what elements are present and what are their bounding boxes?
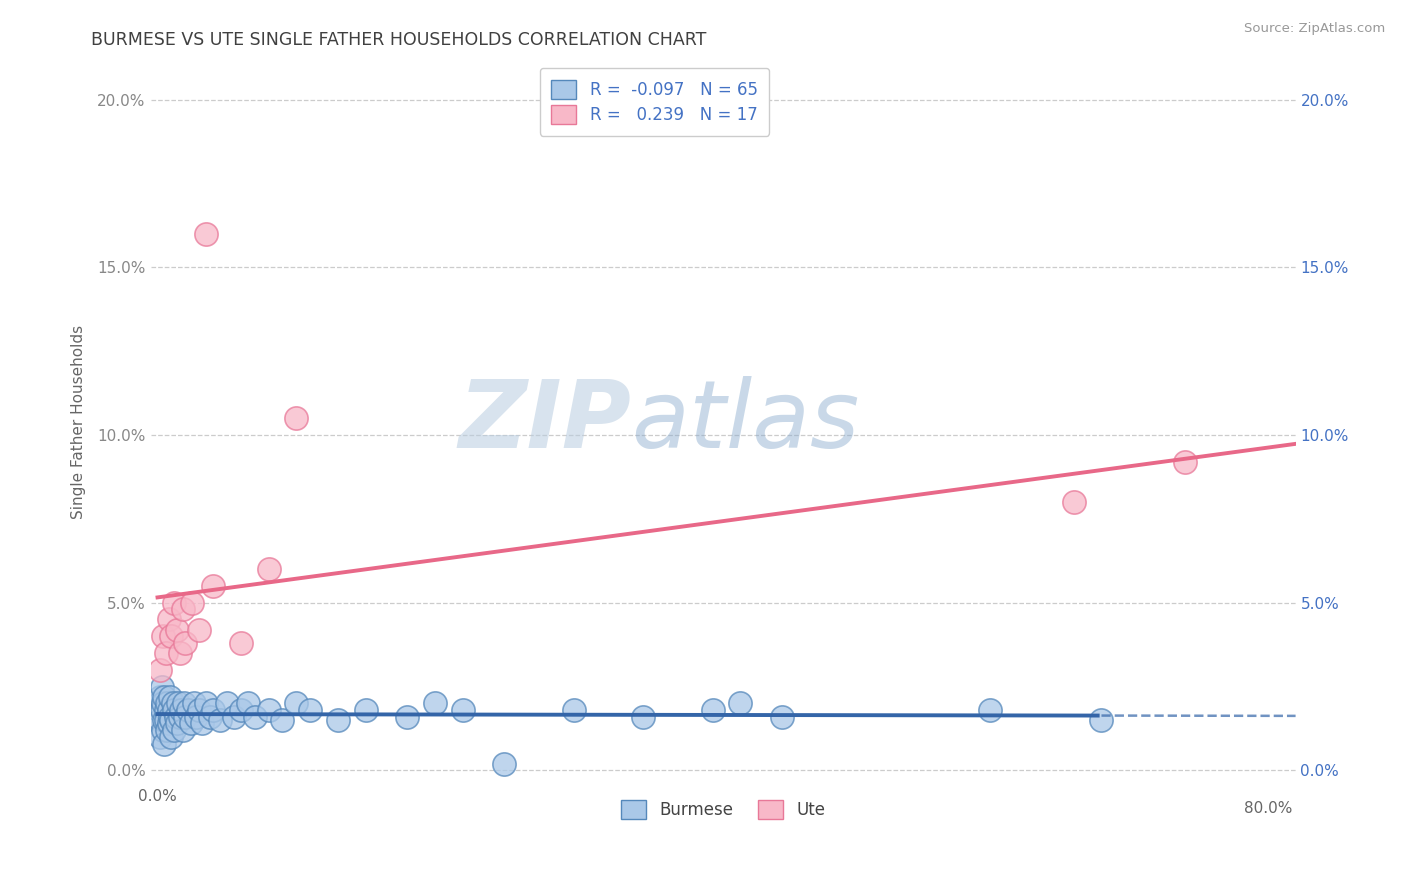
Point (195, 227, 218, 241)
Point (229, 636, 252, 650)
Point (299, 703, 322, 717)
Point (152, 629, 174, 643)
Point (770, 709, 793, 723)
Point (149, 663, 172, 677)
Point (149, 713, 172, 727)
Point (186, 709, 208, 723)
Point (1063, 495, 1085, 509)
Point (1173, 455, 1195, 469)
Point (208, 713, 231, 727)
Point (191, 716, 214, 731)
Point (181, 596, 204, 610)
Point (157, 716, 180, 731)
Point (730, 696, 752, 710)
Text: ZIP: ZIP (458, 376, 631, 467)
Point (257, 703, 280, 717)
Y-axis label: Single Father Households: Single Father Households (72, 325, 86, 519)
Point (155, 713, 177, 727)
Point (167, 696, 190, 710)
Text: atlas: atlas (631, 376, 859, 467)
Point (229, 703, 252, 717)
Point (271, 713, 294, 727)
Point (202, 703, 225, 717)
Point (172, 602, 194, 616)
Point (163, 596, 186, 610)
Point (188, 623, 211, 637)
Point (188, 703, 211, 717)
Legend: Burmese, Ute: Burmese, Ute (614, 794, 832, 826)
Point (174, 709, 197, 723)
Point (156, 696, 179, 710)
Point (163, 723, 186, 737)
Point (451, 703, 474, 717)
Point (396, 709, 419, 723)
Point (160, 730, 183, 744)
Point (150, 680, 173, 694)
Text: Source: ZipAtlas.com: Source: ZipAtlas.com (1244, 22, 1385, 36)
Point (159, 709, 181, 723)
Point (243, 709, 266, 723)
Point (165, 709, 187, 723)
Point (169, 646, 191, 660)
Point (180, 716, 202, 731)
Point (160, 713, 183, 727)
Point (354, 703, 377, 717)
Point (285, 411, 308, 425)
Point (162, 696, 184, 710)
Point (222, 709, 245, 723)
Point (157, 612, 180, 626)
Point (494, 756, 516, 771)
Point (163, 703, 186, 717)
Point (562, 703, 585, 717)
Point (195, 696, 218, 710)
Point (166, 716, 188, 731)
Point (285, 696, 308, 710)
Point (326, 713, 349, 727)
Point (166, 623, 188, 637)
Point (150, 703, 173, 717)
Point (172, 723, 194, 737)
Point (160, 629, 183, 643)
Point (170, 703, 193, 717)
Point (257, 562, 280, 576)
Point (149, 730, 172, 744)
Point (155, 703, 177, 717)
Point (169, 709, 191, 723)
Point (152, 696, 174, 710)
Point (979, 703, 1001, 717)
Point (202, 579, 225, 593)
Point (423, 696, 446, 710)
Point (633, 709, 655, 723)
Point (153, 737, 176, 751)
Point (148, 703, 170, 717)
Point (153, 690, 176, 704)
Point (215, 696, 238, 710)
Point (156, 723, 179, 737)
Point (148, 696, 170, 710)
Text: 80.0%: 80.0% (1244, 801, 1292, 816)
Point (155, 646, 177, 660)
Point (1090, 713, 1112, 727)
Point (174, 636, 197, 650)
Point (149, 690, 172, 704)
Point (183, 696, 205, 710)
Point (153, 713, 176, 727)
Point (702, 703, 724, 717)
Point (173, 696, 195, 710)
Point (152, 723, 174, 737)
Point (200, 709, 222, 723)
Point (159, 690, 181, 704)
Text: BURMESE VS UTE SINGLE FATHER HOUSEHOLDS CORRELATION CHART: BURMESE VS UTE SINGLE FATHER HOUSEHOLDS … (91, 31, 707, 49)
Point (236, 696, 259, 710)
Point (177, 703, 200, 717)
Point (157, 703, 180, 717)
